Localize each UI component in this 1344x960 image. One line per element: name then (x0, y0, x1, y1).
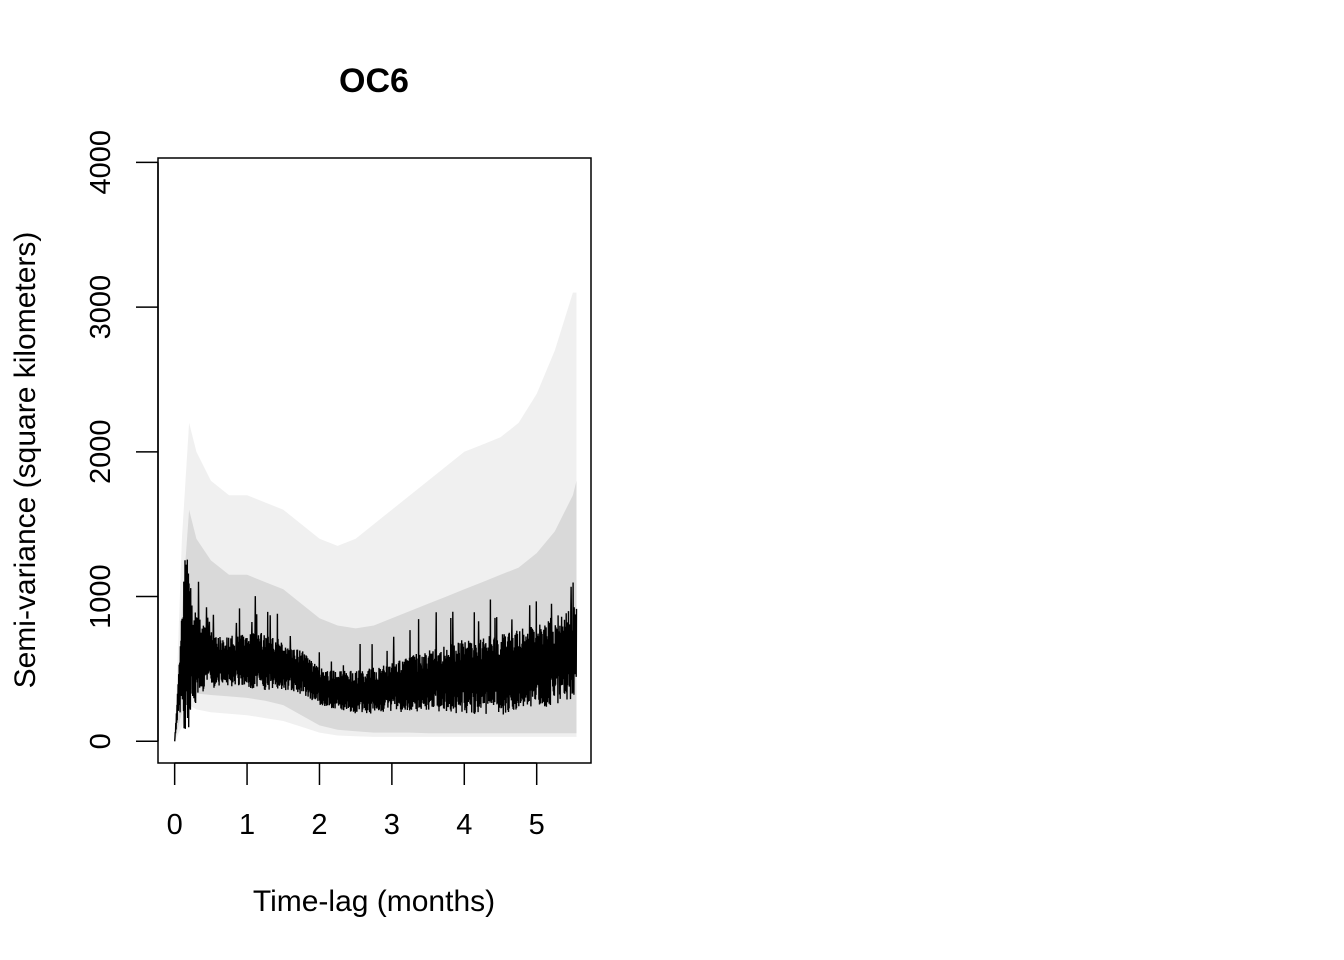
x-tick-label: 4 (456, 809, 472, 841)
y-tick-label: 4000 (85, 130, 117, 195)
y-tick-label: 3000 (85, 275, 117, 340)
y-tick-label: 0 (85, 733, 117, 749)
y-axis-label: Semi-variance (square kilometers) (9, 232, 42, 689)
y-tick-label: 1000 (85, 564, 117, 629)
semi-variance-series (174, 559, 578, 742)
x-tick-label: 0 (167, 809, 183, 841)
chart-title: OC6 (339, 62, 409, 100)
x-tick-label: 5 (529, 809, 545, 841)
x-tick-label: 1 (239, 809, 255, 841)
x-tick-label: 3 (384, 809, 400, 841)
y-tick-label: 2000 (85, 420, 117, 485)
y-axis: 0 1000 2000 3000 4000 (85, 130, 159, 749)
x-tick-label: 2 (311, 809, 327, 841)
x-axis-label: Time-lag (months) (253, 885, 495, 918)
x-axis: 0 1 2 3 4 5 (167, 762, 545, 841)
semi-variance-line (174, 559, 578, 742)
